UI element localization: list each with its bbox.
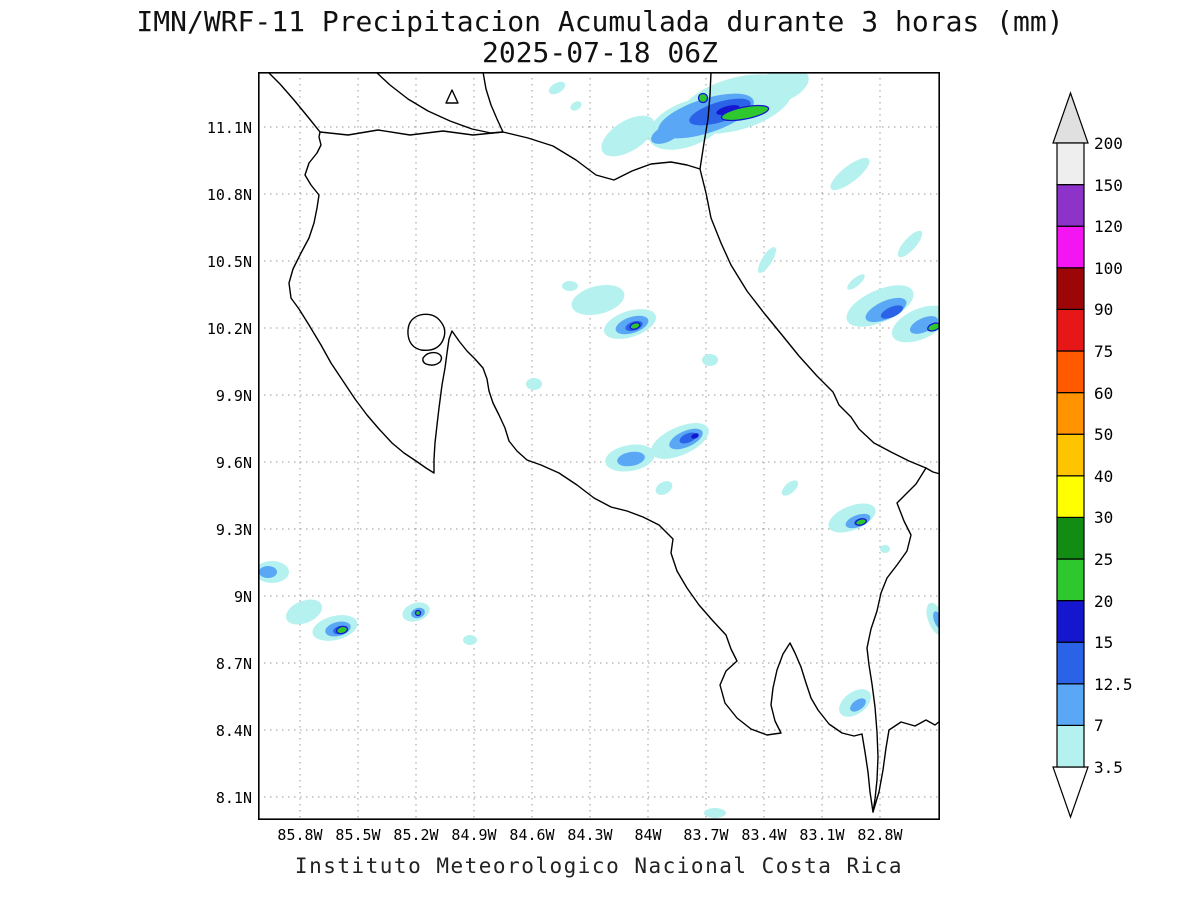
lon-tick-label: 83.7W — [683, 826, 729, 844]
colorbar-level-label: 25 — [1094, 550, 1113, 569]
precip-band-12p5-15mm — [333, 98, 904, 635]
lon-tick-label: 83.1W — [799, 826, 845, 844]
lat-tick-label: 11.1N — [206, 119, 252, 137]
lon-tick-label: 85.5W — [335, 826, 381, 844]
colorbar-segment — [1056, 392, 1085, 435]
colorbar-segment — [1056, 267, 1085, 311]
lon-tick-label: 83.4W — [741, 826, 787, 844]
lat-tick-label: 8.7N — [215, 655, 252, 673]
lon-tick-label: 84.9W — [451, 826, 497, 844]
colorbar-level-label: 30 — [1094, 508, 1113, 527]
colorbar-level-label: 12.5 — [1094, 675, 1133, 694]
lat-tick-label: 9.9N — [215, 387, 252, 405]
colorbar-level-label: 120 — [1094, 217, 1123, 236]
colorbar-segment — [1056, 225, 1085, 269]
nicaragua-caribbean-coast — [699, 71, 712, 170]
colorbar-segment — [1056, 142, 1085, 186]
colorbar-level-label: 3.5 — [1094, 758, 1123, 777]
colorbar-level-label: 100 — [1094, 259, 1123, 278]
title-line1: IMN/WRF-11 Precipitacion Acumulada duran… — [136, 5, 1064, 38]
lat-tick-label: 10.8N — [206, 186, 252, 204]
colorbar-segment — [1056, 183, 1085, 227]
colorbar-segment — [1056, 516, 1085, 560]
colorbar-level-label: 200 — [1094, 134, 1123, 153]
panama-caribbean-coast — [925, 467, 941, 475]
panama-pacific-coast — [872, 719, 941, 813]
colorbar-level-label: 20 — [1094, 592, 1113, 611]
lat-tick-label: 8.4N — [215, 722, 252, 740]
lat-tick-label: 10.2N — [206, 320, 252, 338]
map-svg — [255, 67, 949, 821]
plot-area — [255, 67, 949, 821]
lat-tick-label: 8.1N — [215, 789, 252, 807]
nicaragua-pacific-coast — [267, 71, 321, 133]
plot-border — [258, 72, 941, 821]
lake-island-triangle-marker — [445, 89, 459, 104]
colorbar-level-label: 150 — [1094, 176, 1123, 195]
colorbar-level-label: 15 — [1094, 633, 1113, 652]
colorbar-level-label: 60 — [1094, 384, 1113, 403]
precipitation-shading — [255, 67, 949, 818]
lat-tick-label: 10.5N — [206, 253, 252, 271]
lat-tick-label: 9N — [233, 588, 252, 606]
colorbar-segment — [1056, 641, 1085, 685]
colorbar-level-label: 90 — [1094, 300, 1113, 319]
colorbar-segment — [1056, 308, 1085, 352]
colorbar-top-arrow — [1052, 91, 1089, 144]
caption: Instituto Meteorologico Nacional Costa R… — [294, 854, 904, 878]
colorbar-bottom-arrow — [1052, 766, 1089, 819]
colorbar-segment — [1056, 558, 1085, 602]
precip-band-15-20mm — [691, 105, 740, 439]
colorbar-segment — [1056, 475, 1085, 518]
lon-tick-label: 85.8W — [277, 826, 323, 844]
colorbar-level-label: 75 — [1094, 342, 1113, 361]
colorbar-segment — [1056, 724, 1085, 768]
title-line2: 2025-07-18 06Z — [481, 36, 718, 70]
lon-tick-label: 84.3W — [567, 826, 613, 844]
figure-title: IMN/WRF-11 Precipitacion Acumulada duran… — [0, 6, 1200, 69]
lat-tick-label: 9.3N — [215, 521, 252, 539]
colorbar-segment — [1056, 683, 1085, 726]
colorbar-segment — [1056, 599, 1085, 643]
lake-nicaragua-shore — [375, 71, 504, 134]
colorbar-level-label: 7 — [1094, 716, 1104, 735]
colorbar-level-label: 40 — [1094, 467, 1113, 486]
lon-tick-label: 84W — [634, 826, 662, 844]
lon-tick-label: 85.2W — [393, 826, 439, 844]
gulf-of-nicoya-islands — [407, 313, 446, 366]
precip-band-3p5-7mm — [255, 67, 949, 818]
colorbar-segment — [1056, 433, 1085, 477]
precip-band-20-25mm — [335, 92, 941, 635]
colorbar-level-label: 50 — [1094, 425, 1113, 444]
lon-tick-label: 84.6W — [509, 826, 555, 844]
map-outlines — [267, 71, 941, 813]
colorbar-segment — [1056, 350, 1085, 394]
lat-tick-label: 9.6N — [215, 454, 252, 472]
costa-rica-outline — [288, 129, 927, 813]
lon-tick-label: 82.8W — [857, 826, 903, 844]
colorbar: 200 150 120 100 90 75 60 50 40 30 25 20 … — [1052, 91, 1133, 819]
